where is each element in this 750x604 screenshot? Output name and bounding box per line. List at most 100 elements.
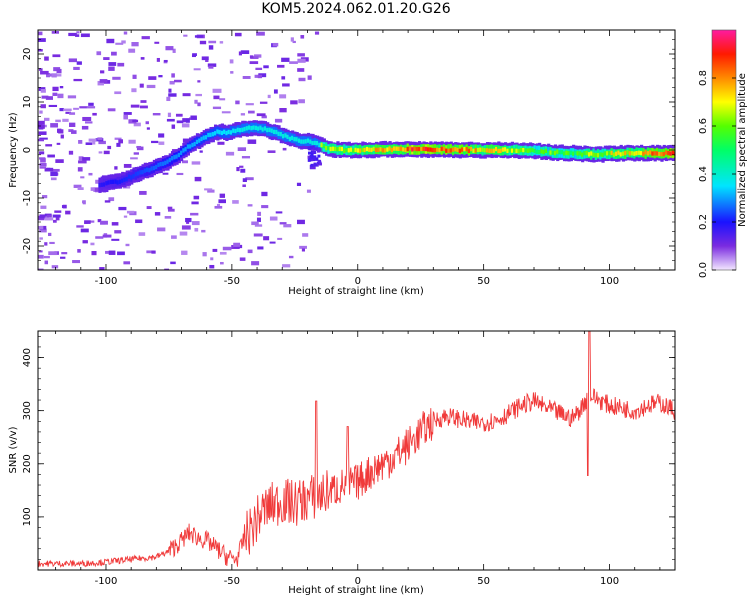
noise-cell (240, 168, 246, 173)
spectrogram-x-tick-label: 0 (355, 276, 361, 287)
noise-cell (247, 139, 257, 144)
noise-cell (81, 125, 89, 130)
noise-cell (96, 51, 102, 56)
trace-cell (152, 165, 157, 171)
trace-cell (370, 147, 374, 153)
noise-cell (249, 55, 254, 59)
spectrogram-y-tick-label: 0 (22, 147, 33, 153)
noise-cell (232, 200, 239, 204)
colorbar-tick-label: 0.0 (698, 262, 709, 278)
noise-cell (55, 217, 60, 221)
trace-cell (146, 167, 150, 172)
trace-cell (465, 146, 469, 152)
noise-cell (39, 214, 46, 219)
noise-cell (283, 224, 292, 228)
noise-cell (50, 177, 57, 181)
trace-cell (560, 150, 564, 155)
noise-cell (191, 201, 199, 205)
noise-cell (219, 98, 226, 101)
noise-cell (136, 145, 142, 149)
trace-cell (168, 157, 172, 163)
noise-cell (103, 57, 110, 61)
snr-x-tick-label: -50 (224, 576, 240, 587)
noise-cell (87, 220, 95, 223)
trace-cell (599, 152, 603, 157)
noise-cell (277, 64, 285, 68)
noise-cell (179, 231, 188, 236)
noise-cell (257, 211, 262, 216)
noise-cell (256, 113, 266, 117)
trace-cell (413, 146, 417, 151)
noise-cell (80, 228, 89, 233)
noise-cell (138, 232, 146, 236)
noise-cell (258, 73, 267, 78)
noise-cell (56, 68, 62, 74)
noise-cell (296, 219, 305, 225)
noise-cell (58, 129, 64, 134)
trace-cell (315, 140, 320, 146)
noise-cell (45, 144, 53, 147)
trace-cell (390, 147, 394, 153)
trace-cell (139, 170, 143, 175)
noise-cell (185, 118, 190, 123)
noise-cell (82, 200, 86, 205)
trace-cell (646, 151, 651, 156)
noise-cell (67, 95, 77, 99)
trace-cell (150, 166, 154, 171)
noise-cell (219, 41, 224, 44)
noise-cell (76, 225, 84, 228)
trace-cell (551, 150, 555, 155)
trace-cell (660, 152, 664, 157)
trace-cell (667, 150, 671, 156)
trace-cell (293, 136, 297, 142)
trace-cell (528, 148, 533, 153)
noise-cell (277, 237, 283, 240)
noise-cell (90, 187, 95, 191)
trace-cell (216, 129, 220, 134)
noise-cell (39, 110, 43, 114)
noise-cell (263, 65, 269, 69)
trace-cell (310, 150, 314, 154)
noise-cell (39, 137, 48, 140)
trace-cell (542, 149, 546, 155)
noise-cell (314, 31, 320, 35)
noise-cell (72, 260, 81, 264)
trace-cell (649, 150, 653, 155)
trace-cell (307, 158, 311, 162)
trace-cell (424, 146, 428, 152)
noise-cell (193, 68, 201, 71)
noise-cell (216, 203, 221, 207)
trace-cell (420, 146, 424, 152)
trace-cell (336, 147, 340, 152)
noise-cell (148, 76, 157, 80)
trace-cell (662, 151, 666, 157)
noise-cell (44, 117, 50, 121)
trace-cell (621, 151, 626, 156)
trace-cell (309, 154, 313, 158)
noise-cell (240, 50, 250, 54)
trace-cell (317, 159, 321, 163)
noise-cell (261, 191, 268, 197)
noise-cell (183, 34, 188, 37)
noise-cell (139, 83, 144, 88)
noise-cell (290, 37, 294, 42)
trace-cell (311, 145, 315, 149)
noise-cell (65, 111, 72, 114)
trace-cell (291, 135, 295, 141)
noise-cell (210, 257, 214, 261)
trace-cell (562, 151, 567, 156)
noise-cell (248, 110, 255, 114)
noise-cell (259, 101, 268, 104)
noise-cell (44, 56, 49, 61)
noise-cell (118, 139, 124, 144)
noise-cell (209, 264, 215, 269)
noise-cell (281, 57, 290, 62)
trace-cell (107, 180, 111, 185)
trace-cell (338, 146, 342, 152)
noise-cell (288, 255, 294, 259)
trace-cell (343, 148, 347, 154)
noise-cell (38, 68, 43, 71)
noise-cell (240, 113, 246, 116)
trace-cell (317, 154, 321, 158)
